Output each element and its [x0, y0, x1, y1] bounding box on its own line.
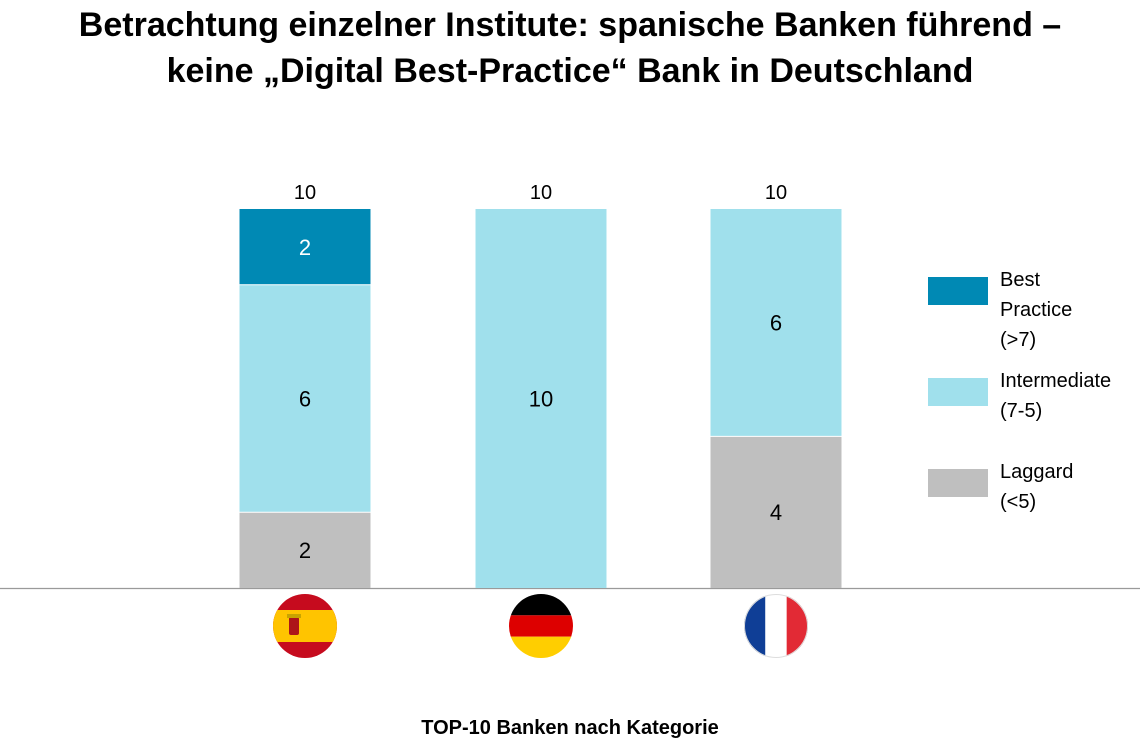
title-line-1: Betrachtung einzelner Institute: spanisc…: [78, 6, 1062, 44]
total-label: 10: [294, 182, 316, 204]
title-line-2: keine „Digital Best-Practice“ Bank in De…: [166, 52, 974, 90]
total-label: 10: [765, 182, 787, 204]
data-label: 2: [299, 538, 311, 563]
legend-swatch: [928, 277, 988, 305]
bar-segment: [475, 209, 607, 588]
spain-flag-icon: [273, 594, 337, 658]
data-label: 4: [770, 500, 782, 525]
data-label: 10: [529, 387, 553, 412]
bar-segment: [710, 209, 842, 437]
legend-label: Best Practice (>7): [1000, 269, 1073, 351]
total-label: 10: [530, 182, 552, 204]
germany-flag-icon: [509, 594, 573, 658]
legend-swatch: [928, 378, 988, 406]
legend-swatch: [928, 469, 988, 497]
data-label: 6: [299, 387, 311, 412]
bar-segment: [710, 436, 842, 588]
legend-label: Laggard (<5): [1000, 461, 1074, 513]
legend-label: Intermediate (7-5): [1000, 370, 1112, 422]
bar-segment: [239, 209, 371, 285]
data-label: 2: [299, 235, 311, 260]
data-label: 6: [770, 311, 782, 336]
bar-segment: [239, 512, 371, 588]
flag-outline: [744, 594, 808, 658]
bar-segment: [239, 284, 371, 513]
x-axis-label: TOP-10 Banken nach Kategorie: [421, 717, 719, 739]
chart-title: Betrachtung einzelner Institute: spanisc…: [0, 2, 1140, 94]
